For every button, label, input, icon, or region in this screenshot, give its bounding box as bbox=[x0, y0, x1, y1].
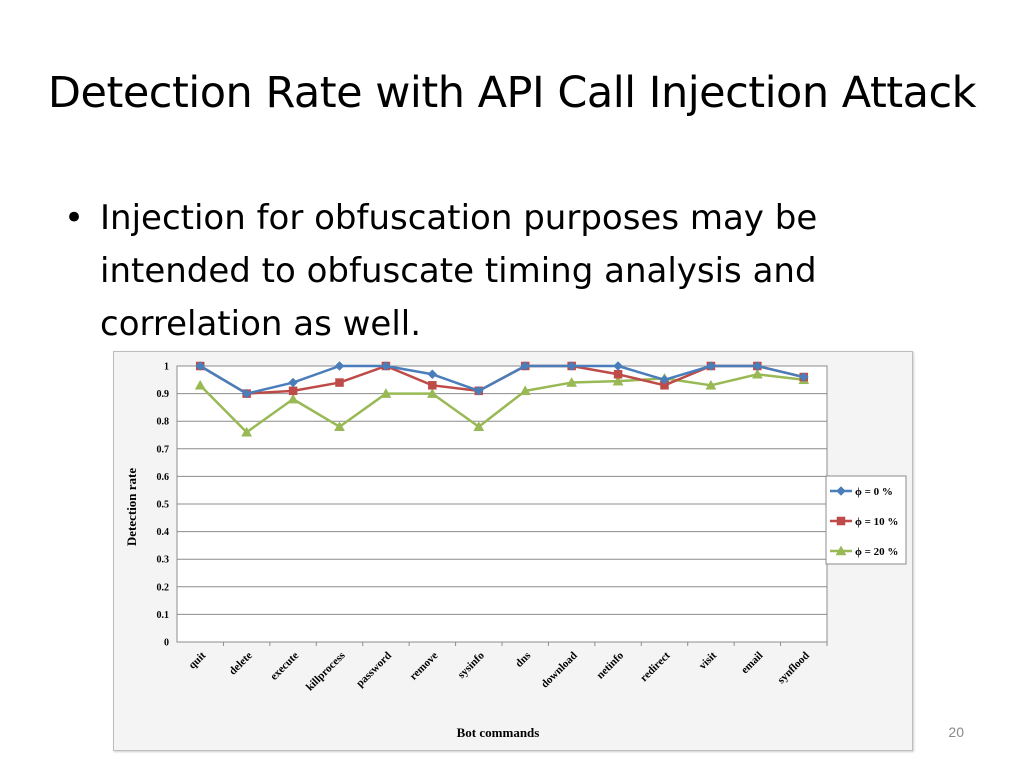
y-tick-label: 0.7 bbox=[157, 444, 170, 455]
series-line bbox=[199, 364, 805, 395]
legend-label: ϕ = 20 % bbox=[855, 546, 898, 558]
y-axis-title: Detection rate bbox=[124, 468, 139, 547]
data-point-diamond bbox=[241, 388, 252, 399]
x-tick-label: redirect bbox=[638, 649, 673, 684]
data-point-diamond bbox=[334, 361, 345, 371]
data-point-diamond bbox=[659, 374, 670, 385]
x-axis-title: Bot commands bbox=[457, 725, 540, 740]
data-point-triangle bbox=[380, 388, 392, 398]
data-point-triangle bbox=[287, 393, 299, 404]
x-tick-label: download bbox=[539, 650, 580, 691]
data-point-diamond bbox=[706, 361, 716, 371]
data-point-triangle bbox=[241, 426, 253, 437]
data-point-diamond bbox=[836, 486, 846, 496]
data-point-square bbox=[335, 378, 344, 387]
chart-frame: 0 0.1 0.2 0.3 0.4 0.5 0.6 0.7 0.8 0.9 1 quit delete… bbox=[113, 351, 913, 751]
y-tick-label: 0 bbox=[164, 638, 169, 649]
y-tick-label: 0.9 bbox=[157, 389, 170, 400]
data-point-triangle bbox=[473, 421, 485, 431]
x-tick-label: execute bbox=[268, 650, 301, 683]
x-axis-ticks: quit delete execute killprocess password remo… bbox=[186, 642, 828, 693]
data-point-diamond bbox=[798, 372, 809, 382]
x-tick-label: password bbox=[354, 650, 394, 690]
y-tick-label: 0.1 bbox=[157, 610, 170, 621]
line-chart: 0 0.1 0.2 0.3 0.4 0.5 0.6 0.7 0.8 0.9 1 quit delete… bbox=[124, 361, 907, 740]
bullet-point: • Injection for obfuscation purposes may… bbox=[64, 192, 924, 351]
legend-label: ϕ = 0 % bbox=[855, 486, 893, 498]
grid-lines bbox=[177, 365, 827, 643]
series-1 bbox=[195, 361, 809, 399]
legend-label: ϕ = 10 % bbox=[855, 516, 898, 528]
series-line bbox=[199, 373, 804, 434]
y-tick-label: 0.4 bbox=[157, 527, 170, 538]
data-point-diamond bbox=[613, 361, 623, 371]
data-point-triangle bbox=[334, 421, 345, 431]
data-point-diamond bbox=[381, 361, 391, 371]
y-tick-label: 0.2 bbox=[157, 582, 170, 593]
data-point-diamond bbox=[473, 385, 484, 396]
data-point-square bbox=[288, 386, 298, 396]
y-tick-label: 0.5 bbox=[157, 500, 170, 511]
y-tick-label: 0.6 bbox=[157, 472, 170, 483]
page-number: 20 bbox=[948, 724, 964, 740]
data-point-triangle bbox=[835, 545, 847, 556]
y-tick-label: 0.3 bbox=[157, 555, 170, 566]
x-tick-label: killprocess bbox=[304, 649, 348, 693]
data-point-diamond bbox=[566, 361, 577, 371]
y-tick-label: 1 bbox=[164, 362, 169, 373]
slide-title: Detection Rate with API Call Injection A… bbox=[47, 68, 977, 118]
series-layer bbox=[194, 361, 810, 437]
data-point-triangle bbox=[705, 379, 717, 390]
x-tick-label: synflood bbox=[775, 650, 812, 687]
x-tick-label: visit bbox=[697, 649, 720, 672]
data-point-triangle bbox=[612, 375, 624, 386]
legend: ϕ = 0 % ϕ = 10 % ϕ = 20 % bbox=[825, 475, 907, 565]
data-point-square bbox=[836, 516, 846, 526]
y-axis-ticks: 0 0.1 0.2 0.3 0.4 0.5 0.6 0.7 0.8 0.9 1 bbox=[157, 362, 170, 649]
data-point-triangle bbox=[519, 385, 531, 396]
x-tick-label: netinfo bbox=[594, 649, 626, 681]
bullet-dot: • bbox=[64, 198, 85, 238]
data-point-diamond bbox=[195, 361, 206, 371]
data-point-diamond bbox=[520, 361, 531, 371]
data-point-diamond bbox=[288, 377, 298, 388]
data-point-triangle bbox=[194, 379, 206, 390]
x-tick-label: sysinfo bbox=[456, 649, 488, 681]
data-point-triangle bbox=[751, 368, 763, 379]
data-point-triangle bbox=[426, 388, 438, 398]
x-tick-label: delete bbox=[227, 650, 255, 678]
data-point-square bbox=[428, 381, 437, 390]
data-point-diamond bbox=[752, 361, 763, 371]
data-point-square bbox=[613, 370, 623, 379]
data-point-diamond bbox=[427, 369, 438, 380]
data-point-triangle bbox=[566, 377, 578, 387]
x-tick-label: quit bbox=[186, 649, 208, 671]
x-tick-label: remove bbox=[408, 650, 441, 683]
bullet-text: Injection for obfuscation purposes may b… bbox=[100, 198, 818, 344]
x-tick-label: dns bbox=[513, 649, 534, 670]
x-tick-label: email bbox=[739, 650, 766, 677]
y-tick-label: 0.8 bbox=[157, 417, 170, 428]
